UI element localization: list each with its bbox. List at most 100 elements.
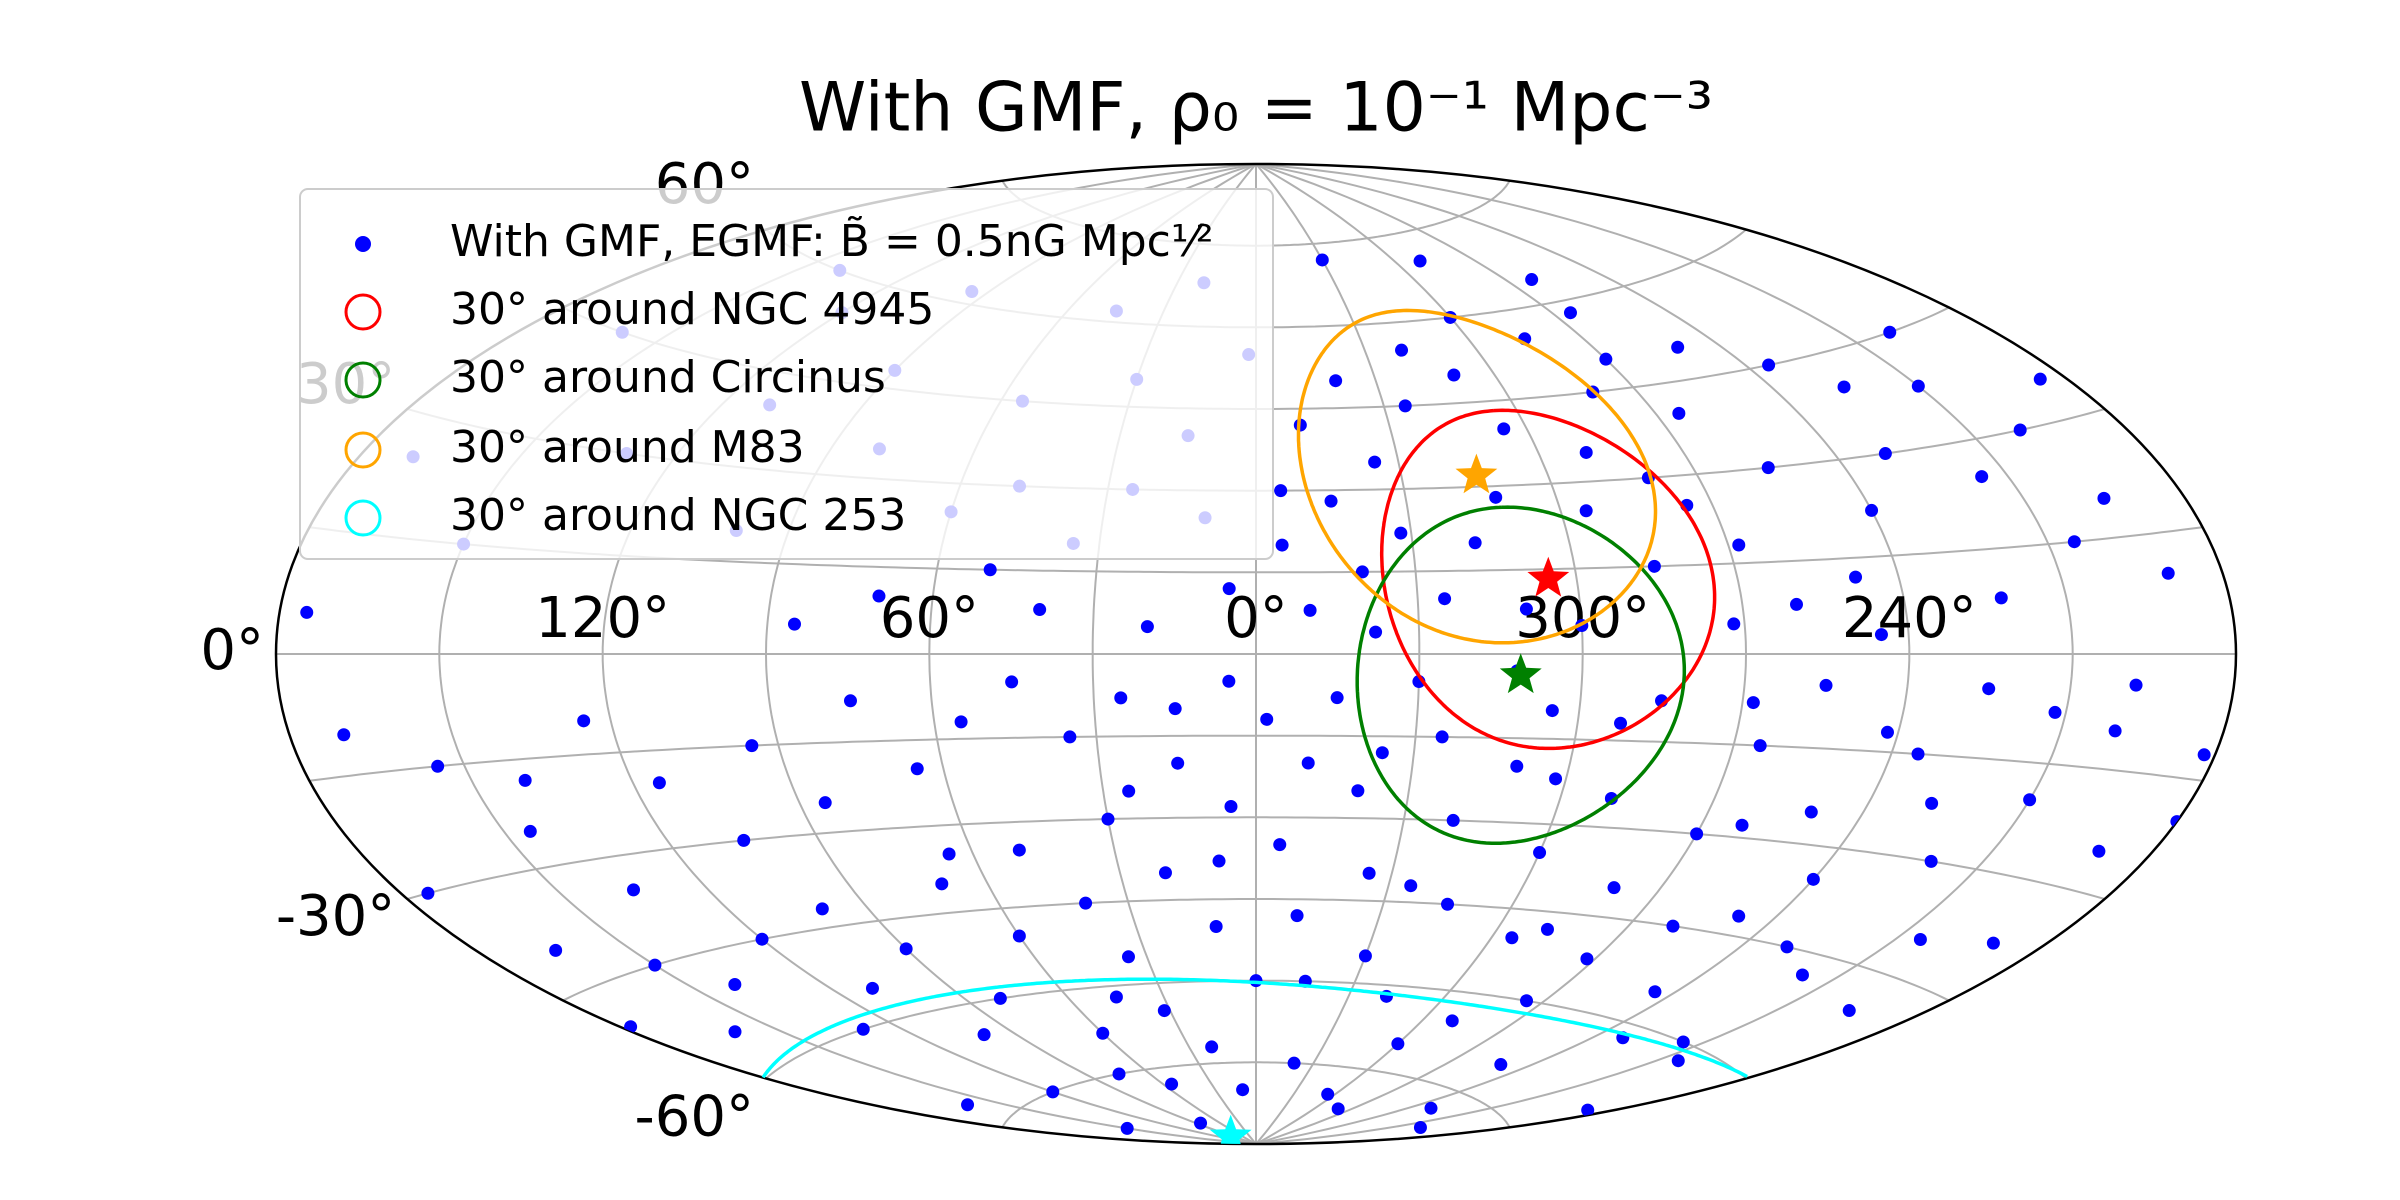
point [1579, 445, 1593, 459]
point [1369, 625, 1383, 639]
point [1404, 879, 1418, 893]
point [1274, 484, 1288, 498]
point [1911, 379, 1925, 393]
point [523, 824, 537, 838]
point [1647, 559, 1661, 573]
legend-label: 30° around NGC 4945 [450, 284, 934, 335]
point [1819, 678, 1833, 692]
point [1913, 933, 1927, 947]
point [1494, 1058, 1508, 1072]
legend-marker [344, 293, 382, 331]
point [1358, 949, 1372, 963]
point [1394, 526, 1408, 540]
point [1033, 603, 1047, 617]
point [1355, 565, 1369, 579]
point [1005, 675, 1019, 689]
chart-title: With GMF, ρ₀ = 10⁻¹ Mpc⁻³ [799, 69, 1713, 148]
point [728, 977, 742, 991]
point [2108, 724, 2122, 738]
x-tick-label: 60° [880, 586, 979, 651]
point [1666, 919, 1680, 933]
point [1880, 725, 1894, 739]
point [1519, 602, 1533, 616]
point [1883, 325, 1897, 339]
point [337, 728, 351, 742]
point [1368, 455, 1382, 469]
point [1222, 582, 1236, 596]
point [1753, 739, 1767, 753]
point [627, 883, 641, 897]
point [1727, 617, 1741, 631]
point [1079, 896, 1093, 910]
point [1303, 603, 1317, 617]
point [1874, 628, 1888, 642]
point [1435, 730, 1449, 744]
point [1362, 866, 1376, 880]
point [1806, 872, 1820, 886]
point [1351, 784, 1365, 798]
x-tick-label: 0° [1224, 586, 1288, 651]
point [1112, 1067, 1126, 1081]
point [1865, 503, 1879, 517]
point [1447, 368, 1461, 382]
point [1581, 1103, 1595, 1117]
legend-marker [355, 236, 371, 252]
point [1671, 1054, 1685, 1068]
point [1158, 866, 1172, 880]
point [1260, 712, 1274, 726]
point [1545, 704, 1559, 718]
point [1120, 1121, 1134, 1135]
legend-label: 30° around Circinus [450, 352, 886, 403]
point [1525, 273, 1539, 287]
point [1911, 747, 1925, 761]
point [1497, 422, 1511, 436]
point [421, 886, 435, 900]
point [1599, 352, 1613, 366]
grid-line [407, 816, 2105, 900]
point [843, 694, 857, 708]
point [1648, 985, 1662, 999]
point [1438, 592, 1452, 606]
point [1986, 936, 2000, 950]
point [1121, 950, 1135, 964]
point [1222, 674, 1236, 688]
point [983, 563, 997, 577]
point [1580, 952, 1594, 966]
point [1012, 843, 1026, 857]
point [1441, 897, 1455, 911]
point [2161, 566, 2175, 580]
point [2129, 678, 2143, 692]
point [1157, 1004, 1171, 1018]
point [977, 1028, 991, 1042]
point [652, 776, 666, 790]
x-tick-label: 240° [1842, 586, 1977, 651]
point [1533, 846, 1547, 860]
point [1375, 746, 1389, 760]
point [1614, 716, 1628, 730]
point [1224, 799, 1238, 813]
point [1424, 1101, 1438, 1115]
point [872, 589, 886, 603]
legend-label: 30° around M83 [450, 422, 805, 473]
point [1672, 406, 1686, 420]
point [1795, 968, 1809, 982]
point [1735, 818, 1749, 832]
point [2023, 793, 2037, 807]
point [1732, 909, 1746, 923]
point [1413, 254, 1427, 268]
point [1122, 784, 1136, 798]
point [1331, 1102, 1345, 1116]
point [1330, 691, 1344, 705]
point [1761, 461, 1775, 475]
point [787, 617, 801, 631]
point [1109, 990, 1123, 1004]
legend-marker [344, 361, 382, 399]
point [1842, 1004, 1856, 1018]
point [549, 943, 563, 957]
point [1982, 682, 1996, 696]
point [1212, 854, 1226, 868]
point [2097, 491, 2111, 505]
point [745, 739, 759, 753]
point [1324, 494, 1338, 508]
